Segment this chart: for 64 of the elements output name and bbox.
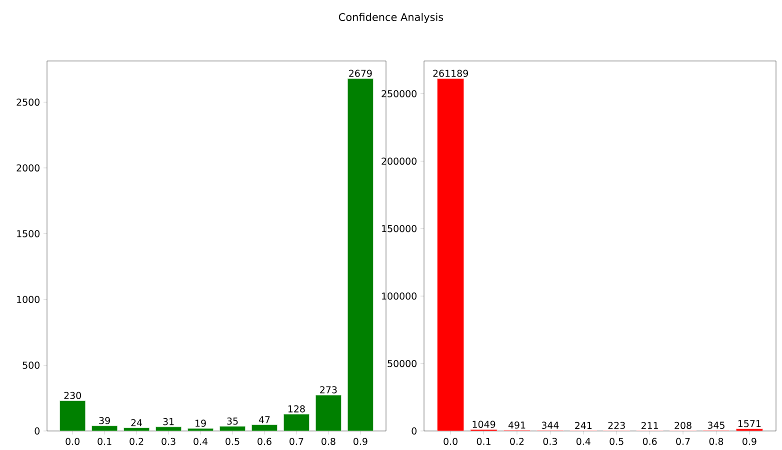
- data-label: 47: [258, 416, 270, 424]
- data-label: 1049: [472, 420, 496, 428]
- data-label: 273: [320, 386, 337, 394]
- bar: [437, 78, 464, 431]
- chart-title: Confidence Analysis: [338, 12, 444, 24]
- x-tick-label: 0.3: [543, 438, 557, 446]
- data-label: 208: [674, 422, 692, 430]
- x-tick-label: 0.1: [98, 438, 112, 446]
- data-label: 241: [575, 422, 592, 429]
- bar: [92, 426, 118, 431]
- data-label: 19: [196, 420, 206, 427]
- bar: [220, 426, 246, 431]
- data-label: 39: [99, 416, 110, 424]
- y-tick-label: 150000: [382, 225, 417, 232]
- y-tick-label: 50000: [388, 360, 417, 368]
- data-label: 35: [227, 418, 238, 425]
- data-label: 31: [163, 418, 174, 426]
- y-tick-label: 0: [34, 427, 40, 435]
- y-tick-label: 100000: [382, 292, 417, 300]
- y-tick-label: 200000: [382, 158, 417, 165]
- y-tick-label: 250000: [382, 90, 417, 98]
- data-label: 211: [641, 422, 658, 429]
- bar: [347, 78, 374, 431]
- bar: [124, 428, 150, 431]
- x-tick-label: 0.1: [476, 438, 490, 446]
- x-tick-label: 0.2: [510, 438, 524, 446]
- data-label: 230: [64, 392, 81, 400]
- data-label: 24: [131, 419, 142, 426]
- x-tick-label: 0.6: [642, 438, 657, 446]
- y-tick-label: 1500: [17, 230, 40, 238]
- data-label: 1571: [738, 420, 761, 428]
- x-tick-label: 0.7: [676, 438, 690, 446]
- bar: [188, 428, 214, 431]
- x-tick-label: 0.4: [576, 438, 590, 446]
- x-tick-label: 0.4: [194, 438, 208, 446]
- data-label: 2679: [349, 70, 372, 77]
- y-tick-label: 0: [412, 427, 417, 435]
- data-label: 345: [708, 422, 724, 429]
- y-tick-label: 500: [22, 362, 40, 369]
- y-tick-label: 1000: [17, 296, 40, 304]
- x-tick-label: 0.5: [610, 438, 624, 446]
- data-label: 491: [508, 421, 526, 429]
- x-tick-label: 0.0: [66, 438, 80, 446]
- x-tick-label: 0.5: [226, 438, 240, 446]
- x-tick-label: 0.9: [354, 438, 368, 446]
- bar: [156, 426, 182, 431]
- x-tick-label: 0.2: [130, 438, 144, 446]
- y-tick-label: 2000: [16, 164, 40, 172]
- x-tick-label: 0.9: [742, 438, 756, 446]
- x-tick-label: 0.6: [258, 438, 272, 446]
- data-label: 261189: [433, 70, 468, 77]
- y-tick-label: 2500: [16, 98, 40, 106]
- x-tick-label: 0.0: [444, 438, 458, 446]
- bar: [283, 414, 310, 431]
- data-label: 128: [288, 405, 305, 412]
- x-tick-label: 0.8: [322, 438, 336, 446]
- bar: [315, 394, 342, 431]
- x-tick-label: 0.7: [290, 438, 304, 446]
- x-tick-label: 0.3: [162, 438, 176, 446]
- data-label: 344: [542, 422, 559, 429]
- bar: [60, 400, 86, 431]
- data-label: 223: [608, 422, 625, 429]
- x-tick-label: 0.8: [709, 438, 724, 446]
- bar: [251, 424, 278, 431]
